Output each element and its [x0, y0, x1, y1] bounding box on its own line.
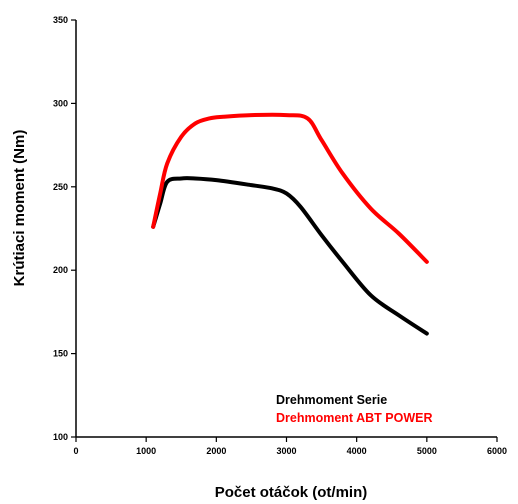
legend-label-abt-power: Drehmoment ABT POWER [276, 411, 433, 425]
legend-label-serie: Drehmoment Serie [276, 393, 387, 407]
y-tick-label: 100 [53, 432, 68, 442]
series-lines [151, 112, 429, 336]
x-tick-label: 2000 [206, 446, 226, 456]
y-tick-label: 300 [53, 98, 68, 108]
x-tick-label: 5000 [417, 446, 437, 456]
series-line-abt-power [151, 112, 429, 264]
x-tick-label: 6000 [487, 446, 507, 456]
x-tick-label: 3000 [276, 446, 296, 456]
ticks: 100 150 200 250 300 350 0 1000 2000 3000 4000 5000 6… [53, 15, 507, 456]
x-tick-label: 1000 [136, 446, 156, 456]
axes [75, 20, 497, 438]
x-tick-label: 0 [73, 446, 78, 456]
x-axis-title: Počet otáčok (ot/min) [215, 484, 368, 501]
x-tick-label: 4000 [347, 446, 367, 456]
y-tick-label: 350 [53, 15, 68, 25]
legend: Drehmoment Serie Drehmoment ABT POWER [276, 393, 433, 425]
series-line-serie [151, 176, 429, 336]
y-tick-label: 200 [53, 265, 68, 275]
y-tick-label: 250 [53, 182, 68, 192]
y-axis-title: Krútiaci moment (Nm) [11, 130, 28, 287]
y-tick-label: 150 [53, 349, 68, 359]
